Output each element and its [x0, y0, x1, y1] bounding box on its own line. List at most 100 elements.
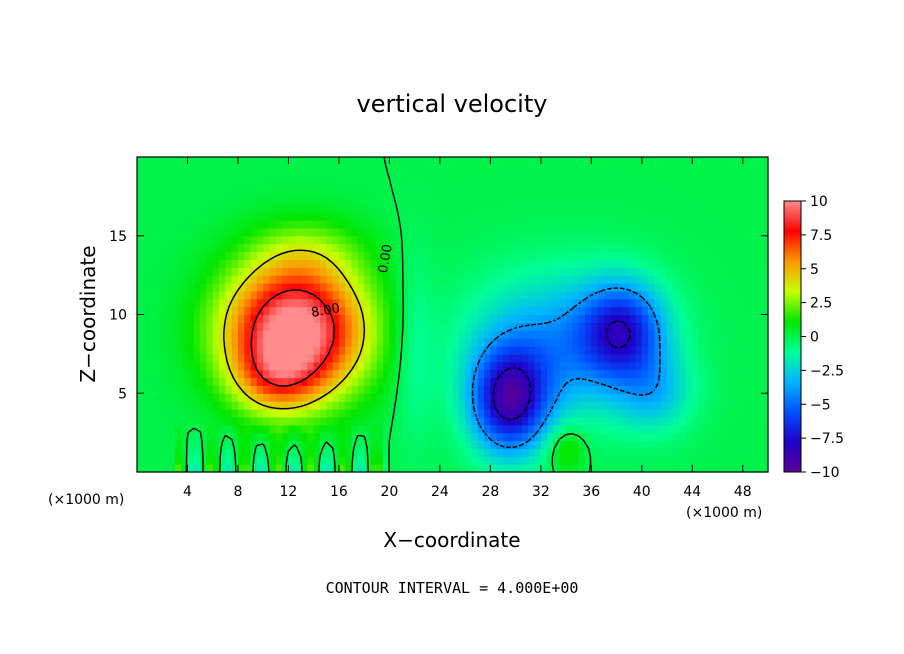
field-cell — [610, 409, 618, 418]
field-cell — [307, 361, 315, 371]
field-cell — [206, 369, 214, 379]
field-cell — [446, 314, 454, 323]
field-cell — [155, 188, 163, 197]
field-cell — [351, 227, 359, 237]
field-cell — [244, 283, 252, 292]
field-cell — [629, 353, 637, 363]
field-cell — [200, 338, 208, 347]
field-cell — [414, 377, 422, 386]
field-cell — [654, 306, 662, 316]
field-cell — [534, 369, 542, 379]
field-cell — [742, 157, 750, 166]
field-cell — [237, 298, 245, 308]
field-cell — [490, 338, 498, 347]
field-cell — [301, 464, 308, 473]
field-cell — [395, 227, 403, 237]
field-cell — [181, 180, 189, 190]
field-cell — [572, 259, 580, 268]
field-cell — [673, 385, 681, 394]
field-cell — [452, 180, 460, 190]
field-cell — [704, 377, 712, 386]
field-cell — [168, 220, 176, 229]
field-cell — [357, 212, 365, 221]
field-cell — [219, 251, 226, 260]
field-cell — [572, 346, 580, 355]
field-cell — [566, 409, 573, 418]
field-cell — [162, 314, 170, 323]
colorbar — [783, 200, 802, 473]
field-cell — [761, 196, 769, 205]
field-cell — [515, 346, 523, 355]
field-cell — [301, 188, 308, 197]
field-cell — [319, 346, 327, 355]
field-cell — [137, 275, 144, 284]
field-cell — [244, 322, 252, 331]
field-cell — [389, 227, 397, 237]
field-cell — [736, 346, 744, 355]
field-cell — [534, 290, 542, 300]
field-cell — [730, 369, 738, 379]
field-cell — [282, 180, 290, 190]
field-cell — [345, 330, 353, 339]
field-cell — [168, 464, 176, 473]
field-cell — [667, 409, 674, 418]
field-cell — [250, 204, 258, 213]
field-cell — [648, 432, 656, 442]
field-cell — [597, 306, 605, 316]
field-cell — [730, 353, 738, 363]
field-cell — [364, 424, 372, 434]
field-cell — [446, 464, 454, 473]
field-cell — [439, 204, 447, 213]
field-cell — [338, 172, 346, 182]
field-cell — [490, 212, 498, 221]
field-cell — [389, 456, 397, 465]
field-cell — [515, 283, 523, 292]
field-cell — [269, 464, 277, 473]
field-cell — [357, 298, 365, 308]
field-cell — [187, 306, 195, 316]
field-cell — [420, 416, 428, 426]
field-cell — [452, 212, 460, 221]
field-cell — [313, 204, 321, 213]
field-cell — [622, 275, 630, 284]
field-cell — [641, 314, 649, 323]
field-cell — [629, 204, 637, 213]
field-cell — [578, 432, 586, 442]
field-cell — [685, 369, 693, 379]
field-cell — [414, 267, 422, 276]
field-cell — [654, 377, 662, 386]
field-cell — [143, 432, 151, 442]
field-cell — [250, 361, 258, 371]
field-cell — [515, 464, 523, 473]
field-cell — [585, 353, 592, 363]
field-cell — [383, 275, 390, 284]
field-cell — [294, 346, 302, 355]
field-cell — [484, 227, 491, 237]
field-cell — [635, 298, 643, 308]
field-cell — [370, 259, 378, 268]
field-cell — [477, 220, 485, 229]
field-cell — [635, 409, 643, 418]
field-cell — [155, 298, 163, 308]
field-cell — [307, 267, 315, 276]
field-cell — [376, 369, 384, 379]
field-cell — [143, 338, 151, 347]
field-cell — [149, 464, 157, 473]
field-cell — [566, 464, 573, 473]
field-cell — [200, 346, 208, 355]
field-cell — [294, 243, 302, 253]
field-cell — [282, 243, 290, 253]
field-cell — [263, 164, 271, 174]
field-cell — [294, 196, 302, 205]
field-cell — [168, 393, 176, 402]
field-cell — [288, 346, 296, 355]
field-cell — [711, 346, 719, 355]
field-cell — [698, 259, 706, 268]
field-cell — [458, 275, 466, 284]
field-cell — [294, 204, 302, 213]
field-cell — [692, 204, 700, 213]
field-cell — [193, 448, 201, 457]
field-cell — [730, 440, 738, 449]
field-cell — [477, 377, 485, 386]
field-cell — [591, 346, 599, 355]
